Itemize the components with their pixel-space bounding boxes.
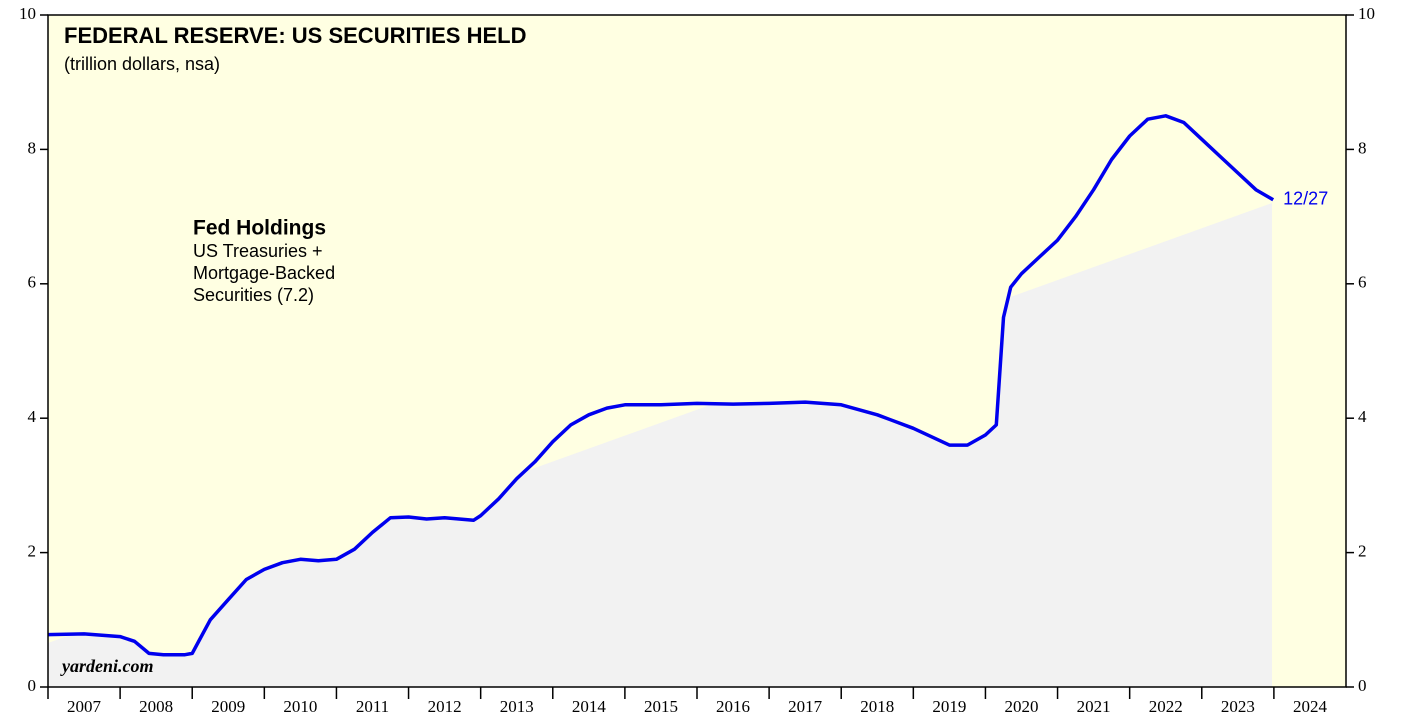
x-tick-label: 2015 bbox=[644, 697, 678, 716]
x-tick-label: 2009 bbox=[211, 697, 245, 716]
source: yardeni.com bbox=[60, 656, 154, 676]
series-line bbox=[47, 114, 1275, 657]
x-tick-label: 2013 bbox=[500, 697, 534, 716]
y2-tick-label: 8 bbox=[1358, 138, 1367, 157]
y-tick-label: 10 bbox=[19, 4, 36, 23]
end-label: 12/27 bbox=[1283, 189, 1328, 209]
y-tick-label: 0 bbox=[28, 676, 37, 695]
x-tick-label: 2018 bbox=[860, 697, 894, 716]
x-tick-label: 2017 bbox=[788, 697, 823, 716]
y2-tick-label: 6 bbox=[1358, 273, 1367, 292]
x-tick-label: 2022 bbox=[1149, 697, 1183, 716]
shaded-area bbox=[48, 203, 1272, 687]
annotation-line: Securities (7.2) bbox=[193, 285, 314, 305]
y2-tick-label: 10 bbox=[1358, 4, 1375, 23]
annotation-line: US Treasuries + bbox=[193, 241, 323, 261]
y-tick-label: 4 bbox=[28, 407, 37, 426]
x-tick-label: 2016 bbox=[716, 697, 750, 716]
y2-tick-label: 4 bbox=[1358, 407, 1367, 426]
x-tick-label: 2007 bbox=[67, 697, 102, 716]
y2-tick-label: 0 bbox=[1358, 676, 1367, 695]
x-tick-label: 2010 bbox=[283, 697, 317, 716]
x-tick-label: 2008 bbox=[139, 697, 173, 716]
x-tick-label: 2014 bbox=[572, 697, 607, 716]
chart-subtitle: (trillion dollars, nsa) bbox=[64, 54, 220, 74]
y-tick-label: 6 bbox=[28, 273, 37, 292]
x-tick-label: 2012 bbox=[428, 697, 462, 716]
annotation-line: Mortgage-Backed bbox=[193, 263, 335, 283]
x-tick-label: 2024 bbox=[1293, 697, 1328, 716]
x-tick-label: 2023 bbox=[1221, 697, 1255, 716]
x-tick-label: 2019 bbox=[932, 697, 966, 716]
chart-title: FEDERAL RESERVE: US SECURITIES HELD bbox=[64, 23, 526, 48]
y2-tick-label: 2 bbox=[1358, 542, 1367, 561]
x-tick-label: 2021 bbox=[1077, 697, 1111, 716]
y-tick-label: 2 bbox=[28, 542, 37, 561]
x-tick-label: 2011 bbox=[356, 697, 389, 716]
annotation-title: Fed Holdings bbox=[193, 217, 326, 240]
x-tick-label: 2020 bbox=[1005, 697, 1039, 716]
y-tick-label: 8 bbox=[28, 138, 37, 157]
